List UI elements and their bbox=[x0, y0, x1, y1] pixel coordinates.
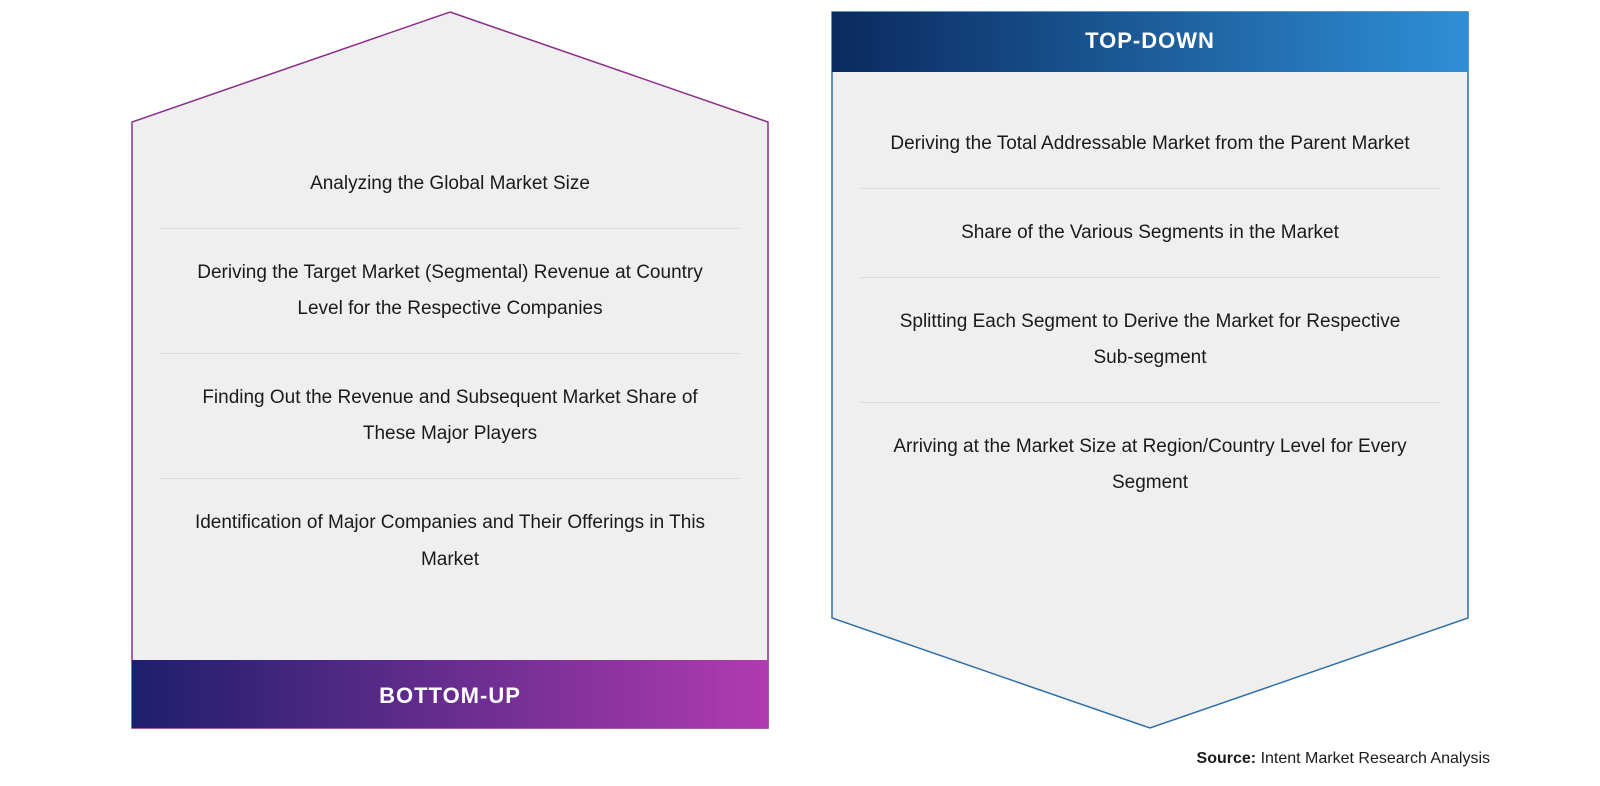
top-down-label: TOP-DOWN bbox=[1085, 28, 1215, 54]
bottom-up-item: Analyzing the Global Market Size bbox=[160, 140, 740, 229]
top-down-items: Deriving the Total Addressable Market fr… bbox=[860, 100, 1440, 528]
bottom-up-item: Finding Out the Revenue and Subsequent M… bbox=[160, 354, 740, 479]
bottom-up-items: Analyzing the Global Market Size Derivin… bbox=[160, 140, 740, 604]
top-down-item: Arriving at the Market Size at Region/Co… bbox=[860, 403, 1440, 527]
bottom-up-label-bar: BOTTOM-UP bbox=[130, 662, 770, 730]
top-down-label-bar: TOP-DOWN bbox=[830, 10, 1470, 72]
bottom-up-panel: Analyzing the Global Market Size Derivin… bbox=[130, 10, 770, 730]
top-down-item: Splitting Each Segment to Derive the Mar… bbox=[860, 278, 1440, 403]
source-line: Source: Intent Market Research Analysis bbox=[1197, 750, 1490, 768]
top-down-panel: TOP-DOWN Deriving the Total Addressable … bbox=[830, 10, 1470, 730]
top-down-item: Deriving the Total Addressable Market fr… bbox=[860, 100, 1440, 189]
bottom-up-item: Deriving the Target Market (Segmental) R… bbox=[160, 229, 740, 354]
source-label: Source: bbox=[1197, 750, 1257, 767]
source-text: Intent Market Research Analysis bbox=[1261, 750, 1490, 767]
bottom-up-item: Identification of Major Companies and Th… bbox=[160, 479, 740, 603]
bottom-up-label: BOTTOM-UP bbox=[379, 683, 521, 709]
top-down-item: Share of the Various Segments in the Mar… bbox=[860, 189, 1440, 278]
diagram-container: Analyzing the Global Market Size Derivin… bbox=[0, 0, 1600, 730]
